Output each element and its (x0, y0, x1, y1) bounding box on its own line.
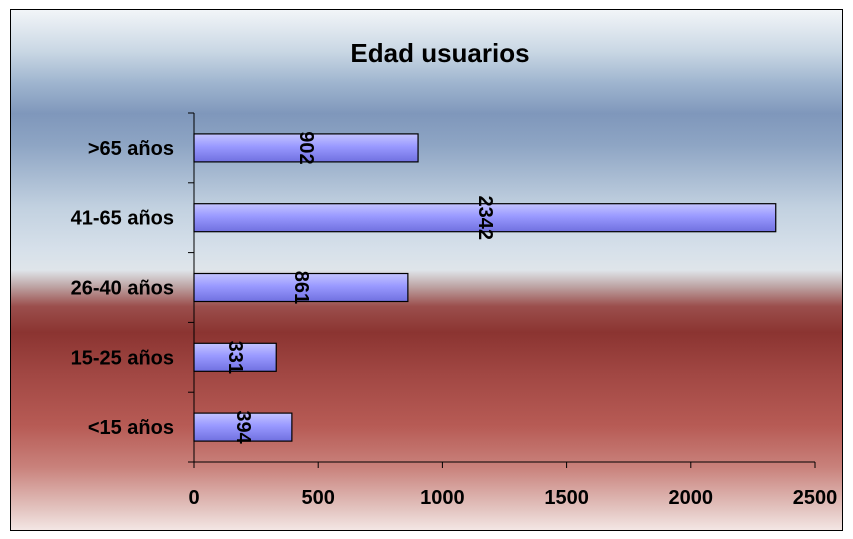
data-label: 394 (232, 410, 254, 444)
data-label: 902 (295, 131, 317, 164)
data-label: 331 (224, 341, 246, 374)
chart-area (10, 9, 843, 531)
category-label: >65 años (88, 138, 174, 160)
data-label: 861 (290, 271, 312, 304)
plot-area: 0 500 1000 1500 2000 2500 >65 años 902 41-65 año… (71, 112, 838, 509)
category-label: <15 años (88, 417, 174, 439)
category-label: 15-25 años (71, 347, 174, 369)
x-tick-label: 1000 (420, 487, 465, 509)
x-tick-label: 1500 (544, 487, 589, 509)
data-label: 2342 (474, 195, 496, 240)
category-label: 26-40 años (71, 278, 174, 300)
chart-title: Edad usuarios (350, 38, 529, 68)
bar (193, 342, 277, 372)
x-tick-label: 0 (188, 487, 199, 509)
category-label: 41-65 años (71, 208, 174, 230)
x-tick-label: 2000 (669, 487, 714, 509)
bar (193, 133, 419, 163)
bar (193, 203, 777, 233)
x-tick-label: 500 (302, 487, 335, 509)
bar (193, 412, 293, 442)
x-tick-label: 2500 (793, 487, 838, 509)
bar (193, 272, 409, 303)
